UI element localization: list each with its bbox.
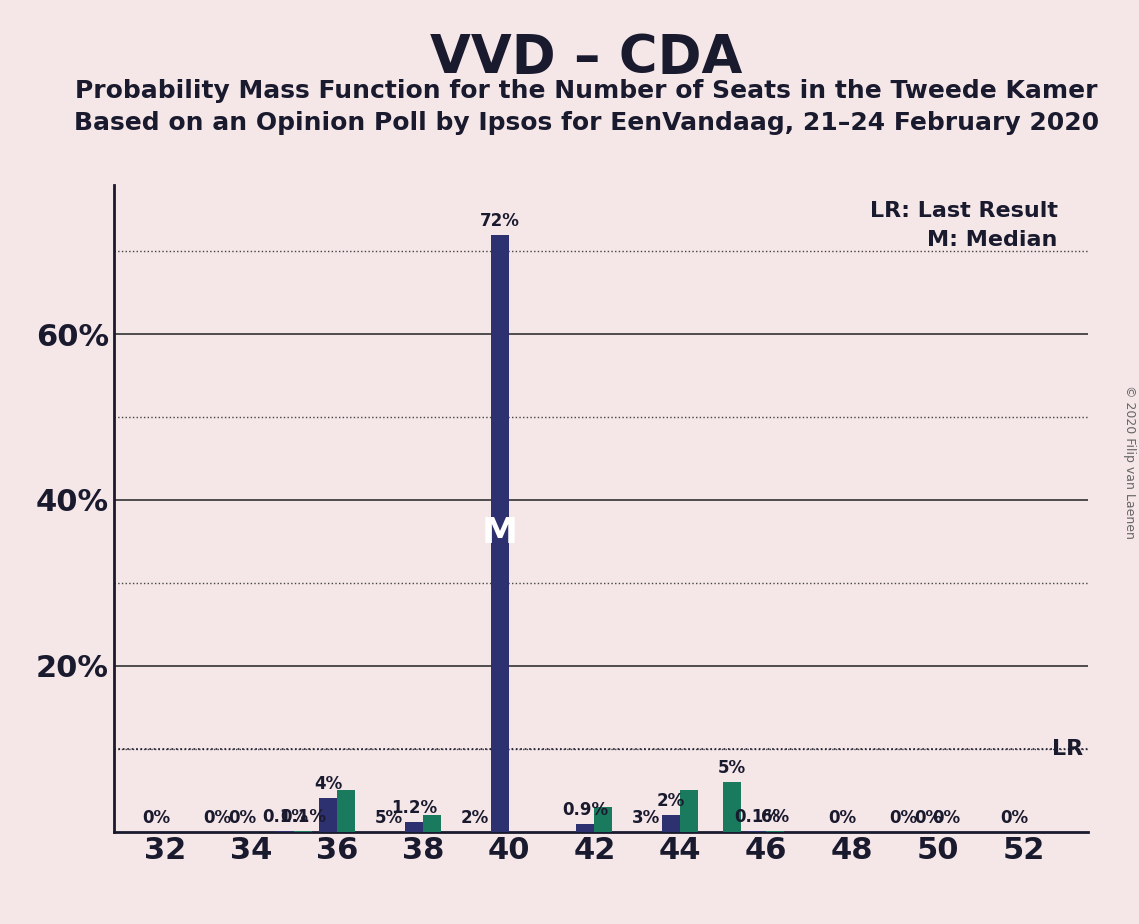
Text: M: M: [482, 517, 517, 550]
Text: 0%: 0%: [933, 808, 960, 827]
Bar: [576, 824, 595, 832]
Text: 0.1%: 0.1%: [734, 808, 780, 826]
Bar: [337, 790, 355, 832]
Text: LR: Last Result: LR: Last Result: [870, 201, 1058, 222]
Text: 0%: 0%: [915, 808, 943, 827]
Text: 2%: 2%: [460, 808, 489, 827]
Text: 5%: 5%: [375, 808, 403, 827]
Text: M: Median: M: Median: [927, 230, 1058, 250]
Text: 2%: 2%: [657, 792, 686, 810]
Text: LR: LR: [1052, 738, 1083, 759]
Text: 0%: 0%: [203, 808, 231, 827]
Text: 0.1%: 0.1%: [280, 808, 326, 826]
Bar: [423, 815, 441, 832]
Text: Based on an Opinion Poll by Ipsos for EenVandaag, 21–24 February 2020: Based on an Opinion Poll by Ipsos for Ee…: [74, 111, 1099, 135]
Text: 0%: 0%: [1000, 808, 1029, 827]
Text: 6%: 6%: [761, 808, 789, 826]
Bar: [404, 821, 423, 832]
Text: 72%: 72%: [480, 212, 519, 229]
Bar: [680, 790, 698, 832]
Bar: [595, 807, 613, 832]
Bar: [723, 782, 741, 832]
Text: 5%: 5%: [718, 759, 746, 777]
Text: 4%: 4%: [314, 775, 342, 794]
Bar: [662, 815, 680, 832]
Text: Probability Mass Function for the Number of Seats in the Tweede Kamer: Probability Mass Function for the Number…: [75, 79, 1098, 103]
Text: VVD – CDA: VVD – CDA: [431, 32, 743, 84]
Text: © 2020 Filip van Laenen: © 2020 Filip van Laenen: [1123, 385, 1137, 539]
Text: 0.1%: 0.1%: [262, 808, 308, 826]
Text: 0%: 0%: [829, 808, 857, 827]
Text: 0%: 0%: [228, 808, 256, 827]
Text: 0%: 0%: [890, 808, 918, 827]
Bar: [319, 798, 337, 832]
Text: 0.9%: 0.9%: [563, 801, 608, 820]
Text: 1.2%: 1.2%: [391, 798, 437, 817]
Bar: [491, 235, 509, 832]
Text: 0%: 0%: [142, 808, 171, 827]
Text: 3%: 3%: [632, 808, 661, 827]
